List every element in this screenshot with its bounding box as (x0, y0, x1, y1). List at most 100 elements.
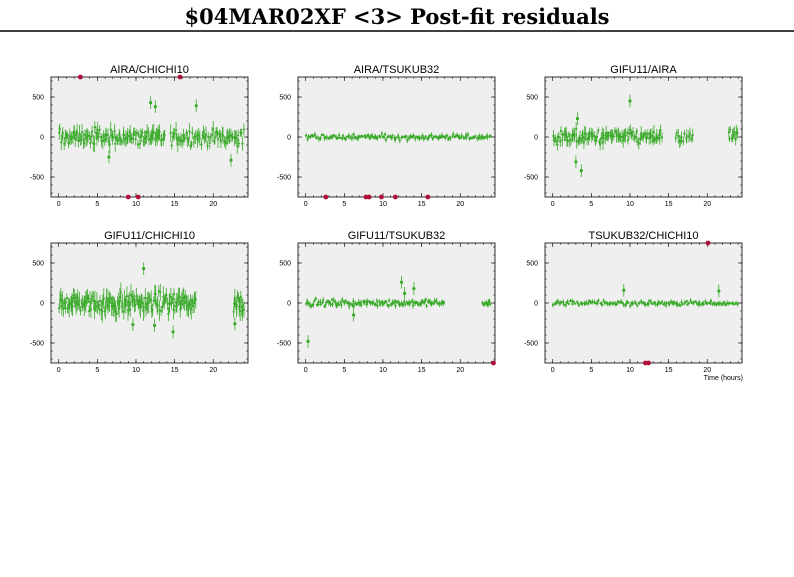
data-point (111, 135, 115, 139)
data-point (721, 303, 724, 306)
x-tick-label: 0 (304, 201, 308, 208)
data-point (363, 301, 366, 304)
data-point (575, 127, 578, 130)
data-point (700, 303, 704, 306)
data-point (367, 134, 370, 137)
data-point (690, 137, 693, 140)
data-point (63, 142, 66, 145)
data-point (449, 137, 452, 140)
data-point (312, 303, 315, 306)
data-point (190, 307, 193, 310)
data-point (196, 138, 199, 141)
data-point (162, 295, 165, 298)
data-point (599, 143, 602, 146)
data-point (566, 300, 569, 303)
data-point (733, 131, 736, 134)
data-point (322, 133, 325, 137)
data-point (621, 301, 624, 305)
data-point (102, 134, 105, 138)
data-point (134, 138, 137, 141)
data-point (694, 300, 697, 303)
data-point (97, 135, 100, 138)
data-point (554, 302, 557, 305)
data-point (392, 301, 396, 305)
data-point (430, 301, 434, 305)
outlier-marker (125, 194, 131, 200)
data-point (402, 303, 405, 306)
data-point (91, 130, 94, 133)
data-point (166, 302, 169, 305)
data-point (206, 144, 209, 147)
data-point (435, 299, 438, 302)
data-point (432, 136, 435, 139)
data-point (556, 143, 559, 146)
data-point (381, 300, 384, 303)
x-tick-label: 5 (589, 201, 593, 208)
data-point (398, 139, 401, 142)
data-point (216, 138, 220, 141)
data-points (551, 283, 739, 309)
data-point (597, 299, 600, 302)
data-point (81, 302, 85, 306)
data-point (637, 142, 640, 145)
data-point (588, 133, 591, 136)
data-point (408, 303, 411, 306)
data-point (398, 303, 402, 307)
data-point (574, 302, 577, 305)
data-point (73, 297, 76, 300)
y-tick-label: 500 (526, 95, 538, 102)
data-point (119, 291, 122, 294)
data-point (582, 141, 586, 144)
data-point (185, 132, 188, 135)
data-point (673, 301, 676, 304)
data-point (76, 296, 79, 299)
data-point (380, 132, 384, 135)
data-point (170, 302, 173, 305)
data-point (687, 135, 691, 138)
data-point (655, 135, 658, 138)
data-point (329, 303, 332, 306)
data-point (343, 301, 346, 304)
data-points (305, 275, 492, 348)
data-point (439, 136, 442, 139)
data-point (423, 137, 426, 140)
data-point (344, 138, 347, 141)
data-point (159, 291, 162, 294)
y-tick-label: 0 (40, 301, 44, 308)
data-point (465, 136, 468, 139)
data-point (591, 300, 594, 304)
outlier-marker (705, 240, 711, 246)
data-point (96, 306, 99, 309)
data-point (627, 132, 631, 135)
data-point (354, 302, 357, 305)
data-point (455, 133, 459, 137)
data-point (622, 288, 626, 292)
data-point (596, 301, 599, 304)
data-point (376, 136, 379, 139)
data-point (72, 294, 75, 297)
data-point (65, 297, 68, 300)
data-point (595, 135, 599, 138)
data-point (702, 303, 705, 306)
x-tick-label: 0 (551, 201, 555, 208)
data-point (559, 140, 562, 143)
data-point (612, 135, 615, 138)
data-point (376, 304, 379, 307)
data-point (357, 301, 360, 304)
data-point (601, 141, 605, 144)
data-point (622, 139, 625, 142)
data-point (411, 299, 414, 302)
y-tick-label: 0 (534, 135, 538, 142)
panel-tsukub32-chichi10: TSUKUB32/CHICHI10 0 5 10 15 20 500 0 -500 (524, 230, 743, 374)
data-point (163, 133, 166, 137)
data-point (394, 138, 397, 141)
panel-title: AIRA/CHICHI10 (110, 64, 189, 76)
data-point (692, 300, 696, 303)
data-point (194, 104, 198, 108)
data-point (154, 293, 157, 296)
data-point (145, 308, 148, 311)
data-point (409, 301, 412, 304)
data-point (74, 137, 77, 141)
data-point (727, 131, 730, 134)
data-point (379, 135, 382, 139)
